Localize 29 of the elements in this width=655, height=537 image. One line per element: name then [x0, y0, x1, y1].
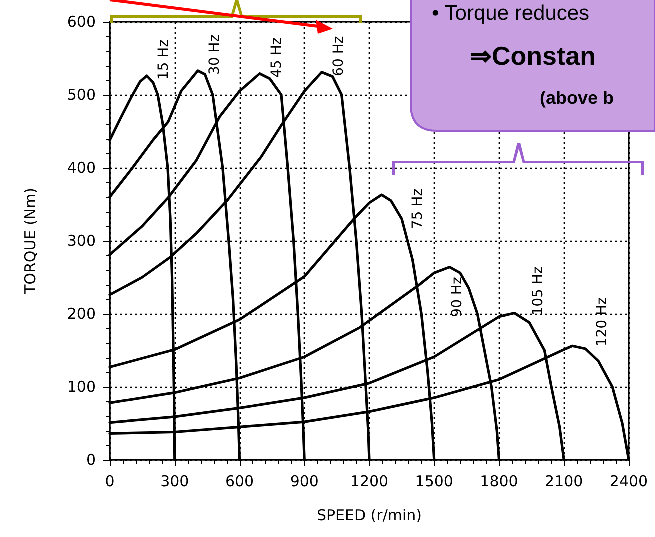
text: 120 Hz [594, 298, 611, 347]
x-axis-title: SPEED (r/min) [316, 506, 422, 524]
y-tick-label: 300 [67, 232, 96, 250]
x-tick-label: 900 [290, 472, 319, 490]
y-tick-label: 500 [67, 86, 96, 104]
y-tick-label: 100 [67, 378, 96, 396]
y-axis-title: TORQUE (Nm) [22, 188, 40, 295]
x-tick-label: 300 [160, 472, 190, 490]
x-tick-label: 600 [225, 472, 254, 490]
text: 105 Hz [530, 266, 547, 316]
y-tick-label: 0 [86, 451, 96, 469]
text: 75 Hz [410, 188, 426, 230]
x-tick-label: 2400 [610, 472, 648, 490]
text: 90 Hz [450, 277, 466, 318]
x-tick-label: 1500 [415, 472, 454, 490]
text: 30 Hz [207, 34, 224, 75]
annotation: ⇒Constan [470, 41, 596, 72]
x-tick-label: 1800 [480, 472, 518, 490]
annotation: • Torque reduces [432, 2, 590, 26]
y-tick-label: 200 [67, 305, 96, 323]
text: 60 Hz [330, 36, 347, 76]
y-tick-label: 400 [67, 159, 96, 177]
x-tick-label: 1200 [350, 472, 389, 490]
text: 15 Hz [156, 40, 172, 80]
text: 45 Hz [268, 38, 285, 78]
annotation: (above b [540, 88, 614, 109]
x-tick-label: 2100 [545, 472, 584, 490]
x-tick-label: 0 [105, 472, 115, 490]
y-tick-label: 600 [67, 13, 96, 31]
